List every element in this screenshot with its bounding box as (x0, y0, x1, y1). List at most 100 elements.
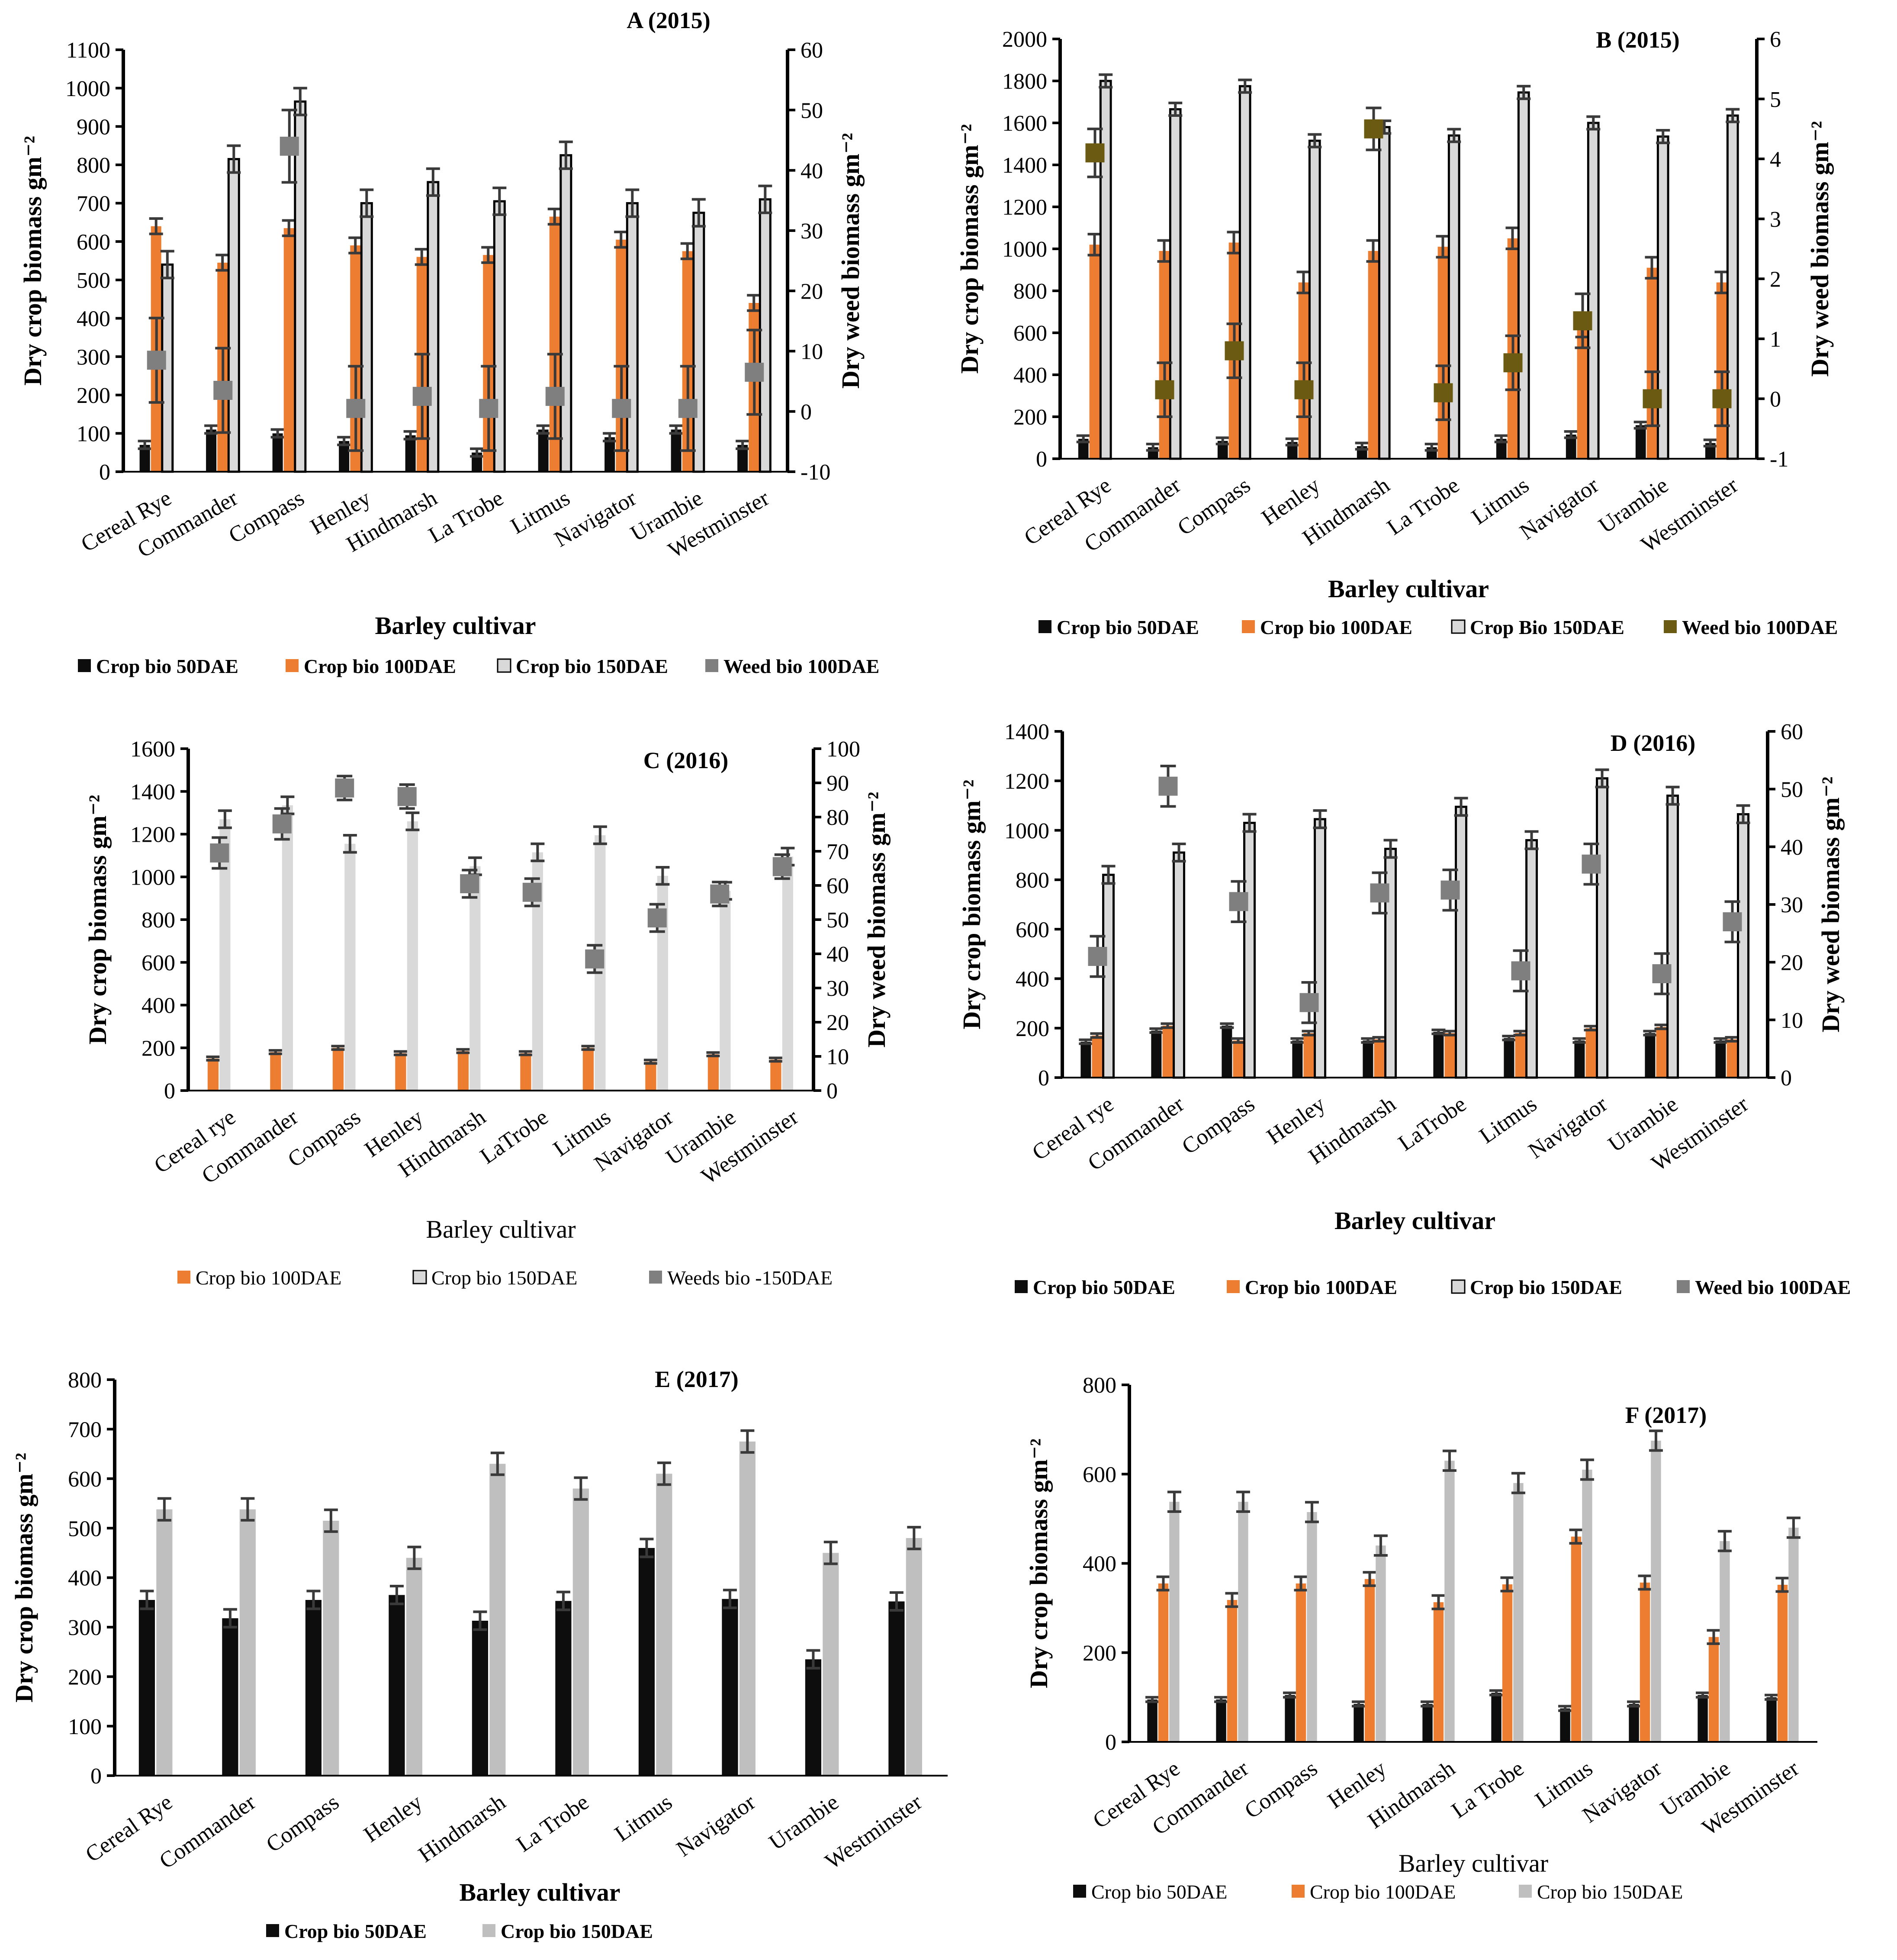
y-axis: 0 100 200 300 400 500 600 700 800 (68, 1368, 116, 1789)
bar (1158, 1583, 1169, 1742)
legend-label: Crop bio 100DAE (1245, 1276, 1397, 1298)
weed-marker (1503, 353, 1523, 373)
legend-item: Crop bio 100DAE (177, 1267, 341, 1289)
bar (1162, 1026, 1173, 1078)
y-tick-label: 700 (77, 192, 110, 216)
bar (206, 429, 217, 472)
bar (1147, 1699, 1157, 1742)
bar (1708, 1637, 1719, 1742)
legend-swatch (1039, 620, 1051, 633)
legend-label: Crop bio 150DAE (431, 1267, 577, 1289)
weed-marker (1088, 947, 1107, 966)
weed-marker (678, 399, 698, 418)
weed-marker (1155, 380, 1174, 399)
bar (1582, 1469, 1592, 1742)
weed-marker (280, 136, 299, 156)
legend-label: Weed bio 100DAE (723, 655, 879, 677)
x-tick-label: Compass (1177, 1092, 1259, 1159)
y2-tick-label: 50 (801, 98, 823, 123)
x-tick-label: Navigator (1515, 473, 1603, 545)
legend-item: Crop bio 100DAE (1242, 616, 1412, 638)
y2-axis-title: Dry weed biomass gm⁻² (1817, 777, 1845, 1033)
bar (559, 154, 572, 473)
legend-label: Crop bio 100DAE (196, 1267, 341, 1289)
x-tick-label: Henley (360, 1790, 427, 1847)
y-tick-label: 400 (141, 994, 175, 1018)
legend-item: Crop bio 50DAE (1073, 1881, 1227, 1903)
y2-tick-label: 100 (826, 737, 860, 762)
bar (1238, 1502, 1248, 1742)
bar (1378, 126, 1391, 460)
y-tick-label: 600 (1016, 917, 1049, 942)
bar (906, 1538, 922, 1776)
bar (1777, 1585, 1788, 1742)
x-axis-title: Barley cultivar (459, 1878, 620, 1906)
bar (489, 1464, 506, 1776)
x-tick-label: Compass (262, 1790, 344, 1857)
bar (1433, 1032, 1444, 1078)
legend-item: Crop bio 50DAE (78, 655, 238, 677)
bar (1720, 1541, 1730, 1742)
legend-item: Crop bio 50DAE (1015, 1276, 1175, 1298)
x-axis-title: Barley cultivar (375, 611, 536, 640)
bar (1285, 1695, 1295, 1742)
chart-title: E (2017) (655, 1366, 738, 1392)
bar (1577, 326, 1588, 459)
bar (282, 805, 293, 1091)
legend-label: Crop bio 150DAE (1537, 1881, 1683, 1903)
bar (406, 1558, 422, 1776)
bar (1363, 1040, 1373, 1078)
bar (1646, 267, 1657, 459)
bar (1238, 85, 1251, 460)
weed-marker (745, 363, 764, 382)
y2-tick-label: 4 (1770, 147, 1781, 172)
y-tick-label: 0 (1038, 1066, 1049, 1091)
legend: Crop bio 50DAE Crop bio 150DAE (266, 1920, 653, 1942)
weed-marker (647, 908, 667, 928)
y-axis: 0 200 400 600 800 (1083, 1373, 1131, 1755)
bar (332, 1048, 344, 1091)
bar (405, 435, 416, 472)
bar (720, 891, 731, 1091)
y2-tick-label: 40 (826, 942, 849, 967)
bar (555, 1601, 572, 1776)
bar (1640, 1582, 1650, 1742)
weed-marker (335, 778, 354, 798)
y-tick-label: 300 (77, 345, 110, 370)
y-tick-label: 1400 (1004, 720, 1049, 744)
y-tick-label: 100 (68, 1715, 102, 1739)
y-tick-label: 1000 (1002, 237, 1047, 262)
legend-swatch (177, 1271, 190, 1284)
y2-tick-label: 40 (801, 159, 823, 183)
bar (1656, 135, 1669, 460)
bar (138, 1600, 155, 1776)
y-tick-label: 500 (68, 1516, 102, 1541)
bar (1515, 1033, 1526, 1078)
y-tick-label: 1600 (130, 737, 175, 762)
bar (805, 1659, 822, 1776)
legend-label: Crop bio 100DAE (304, 655, 456, 677)
x-tick-label: Navigator (1524, 1092, 1612, 1164)
y-tick-label: 0 (99, 460, 110, 485)
y2-tick-label: 2 (1770, 267, 1781, 292)
y2-tick-label: 60 (826, 874, 849, 898)
y2-tick-label: 50 (1781, 778, 1803, 802)
x-tick-label: La Trobe (1383, 473, 1464, 540)
bar (1080, 1042, 1091, 1078)
bar (782, 856, 794, 1091)
bar (1368, 251, 1379, 459)
bar (407, 821, 418, 1091)
bar (472, 1621, 489, 1776)
bar (1099, 80, 1112, 460)
bar (1444, 1461, 1455, 1742)
bar (707, 1054, 719, 1091)
y-tick-label: 1200 (1004, 769, 1049, 794)
legend-swatch (1015, 1280, 1028, 1293)
weed-marker (1299, 993, 1319, 1012)
weed-marker (1723, 912, 1742, 931)
bar (1447, 134, 1460, 460)
bar (1089, 245, 1100, 459)
bar (604, 437, 615, 472)
legend-item: Weed bio 100DAE (705, 655, 879, 677)
